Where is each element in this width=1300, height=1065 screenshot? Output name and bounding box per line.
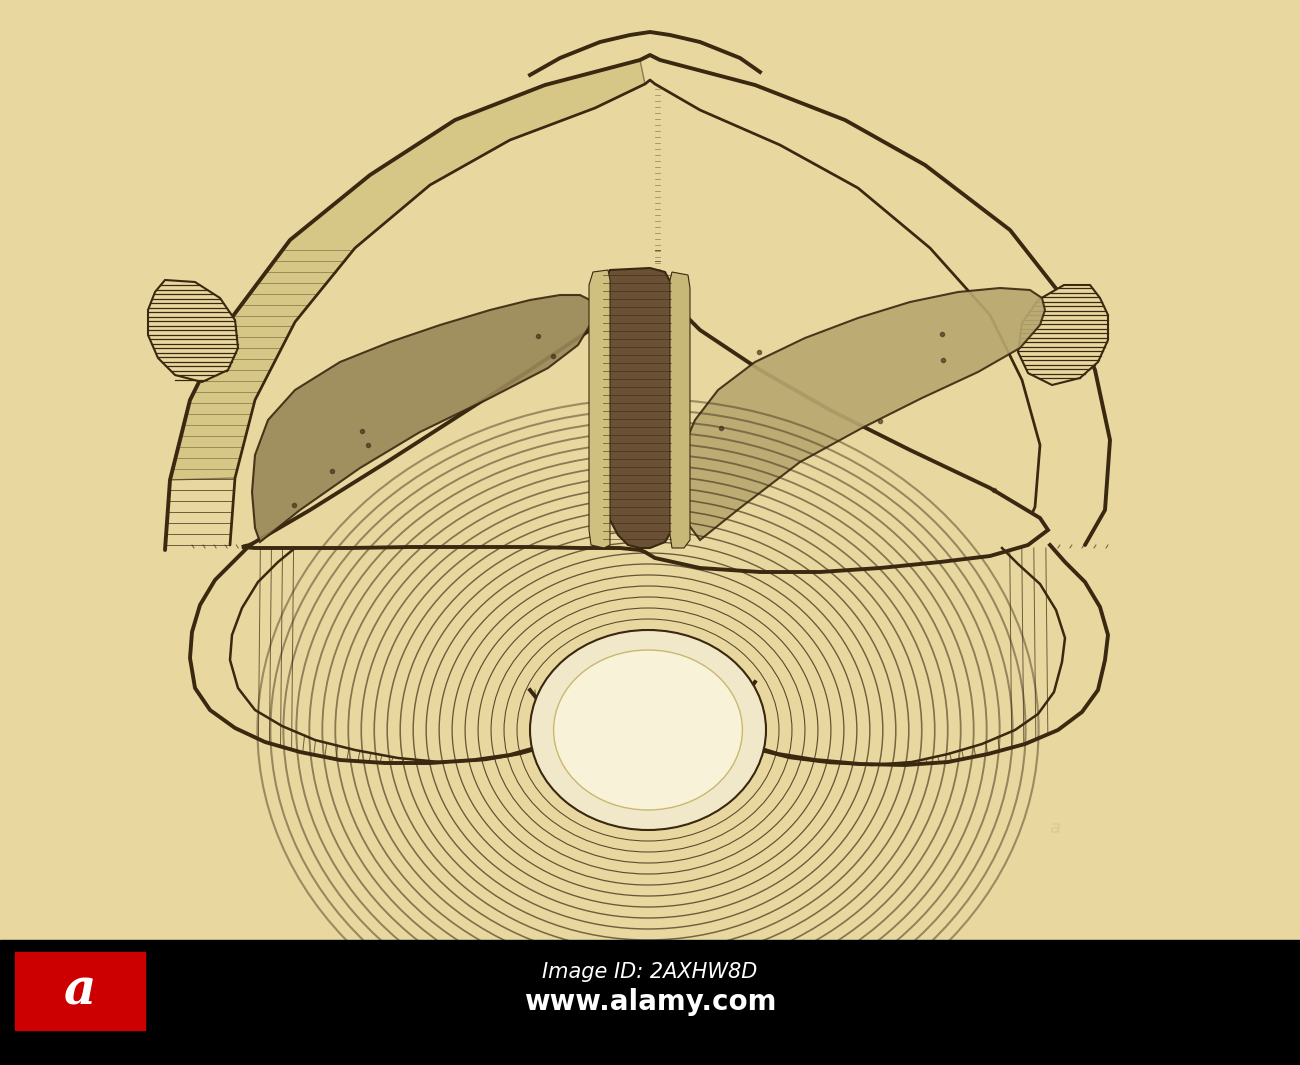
Ellipse shape	[530, 630, 766, 830]
Polygon shape	[242, 278, 1048, 572]
Polygon shape	[592, 271, 615, 540]
Text: www.alamy.com: www.alamy.com	[524, 988, 776, 1016]
Polygon shape	[670, 272, 690, 548]
Polygon shape	[601, 268, 672, 548]
Polygon shape	[170, 60, 645, 480]
Ellipse shape	[554, 650, 742, 810]
Text: a: a	[64, 967, 96, 1016]
Text: Image ID: 2AXHW8D: Image ID: 2AXHW8D	[542, 962, 758, 982]
Polygon shape	[679, 288, 1045, 540]
Polygon shape	[589, 271, 610, 548]
Polygon shape	[1018, 285, 1108, 386]
Polygon shape	[148, 280, 238, 382]
Bar	[16, 952, 146, 1030]
Bar	[0, 940, 1300, 1065]
Text: a: a	[1049, 819, 1061, 837]
Polygon shape	[252, 295, 595, 542]
